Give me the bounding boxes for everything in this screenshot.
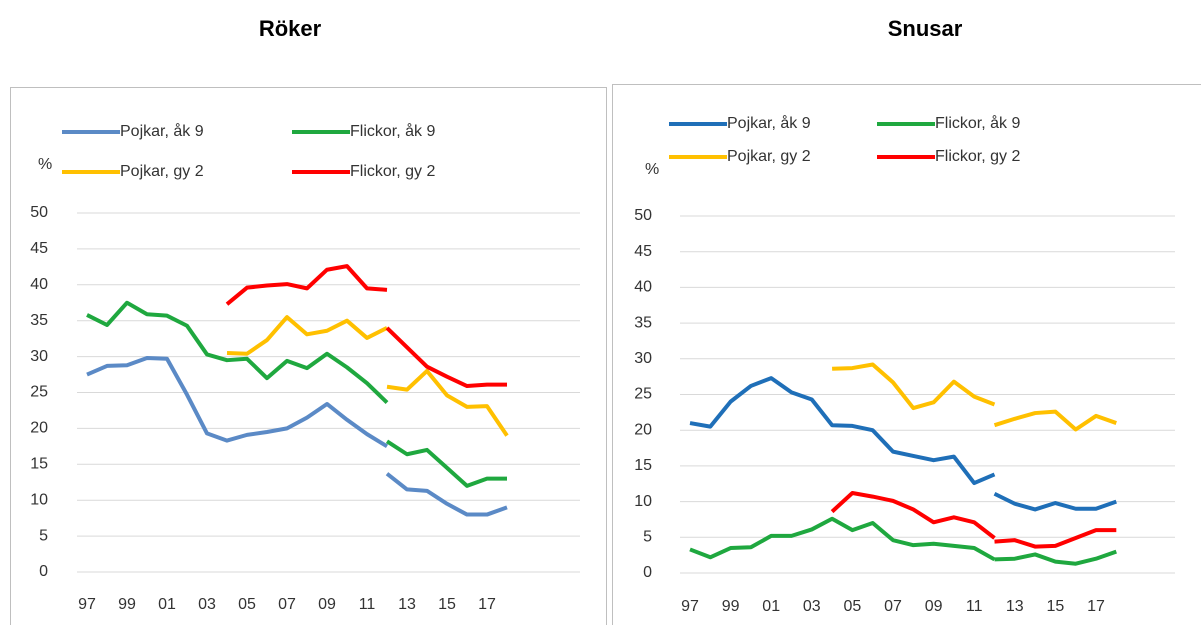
x-tick-label: 17 bbox=[478, 596, 496, 613]
x-tick-label: 05 bbox=[844, 598, 862, 615]
legend-label: Flickor, gy 2 bbox=[350, 163, 435, 180]
x-tick-label: 17 bbox=[1087, 598, 1105, 615]
y-axis-label: % bbox=[645, 161, 659, 178]
y-tick-label: 10 bbox=[30, 491, 48, 508]
x-tick-label: 09 bbox=[318, 596, 336, 613]
chart-title: Snusar bbox=[888, 16, 963, 41]
chart-frame bbox=[612, 84, 1201, 625]
x-tick-label: 15 bbox=[1047, 598, 1065, 615]
series-line bbox=[689, 516, 1117, 566]
series-line bbox=[86, 300, 507, 488]
y-tick-label: 35 bbox=[30, 312, 48, 329]
x-tick-label: 01 bbox=[762, 598, 780, 615]
y-axis-label: % bbox=[38, 156, 52, 173]
x-tick-label: 03 bbox=[198, 596, 216, 613]
y-tick-label: 0 bbox=[643, 564, 652, 581]
y-tick-label: 30 bbox=[30, 348, 48, 365]
x-tick-label: 07 bbox=[884, 598, 902, 615]
x-tick-label: 07 bbox=[278, 596, 296, 613]
legend-label: Pojkar, gy 2 bbox=[120, 163, 204, 180]
legend-label: Flickor, gy 2 bbox=[935, 148, 1020, 165]
y-tick-label: 40 bbox=[634, 279, 652, 296]
x-tick-label: 09 bbox=[925, 598, 943, 615]
y-tick-label: 35 bbox=[634, 314, 652, 331]
x-tick-label: 13 bbox=[398, 596, 416, 613]
x-tick-label: 03 bbox=[803, 598, 821, 615]
series-line bbox=[830, 491, 1117, 549]
legend-label: Flickor, åk 9 bbox=[350, 122, 435, 140]
x-tick-label: 15 bbox=[438, 596, 456, 613]
series-line bbox=[86, 356, 508, 517]
chart-frame bbox=[10, 87, 607, 625]
chart-title: Röker bbox=[259, 16, 322, 41]
series-line bbox=[689, 376, 1117, 512]
y-tick-label: 5 bbox=[39, 527, 48, 544]
x-tick-label: 97 bbox=[78, 596, 96, 613]
y-tick-label: 20 bbox=[634, 421, 652, 438]
x-tick-label: 99 bbox=[118, 596, 136, 613]
y-tick-label: 45 bbox=[634, 243, 652, 260]
x-tick-label: 01 bbox=[158, 596, 176, 613]
series-line bbox=[226, 315, 509, 437]
x-tick-label: 11 bbox=[966, 598, 983, 615]
y-tick-label: 10 bbox=[634, 493, 652, 510]
y-tick-label: 0 bbox=[39, 563, 48, 580]
y-tick-label: 15 bbox=[30, 456, 48, 473]
x-tick-label: 05 bbox=[238, 596, 256, 613]
y-tick-label: 50 bbox=[634, 207, 652, 224]
y-tick-label: 25 bbox=[30, 384, 48, 401]
y-tick-label: 40 bbox=[30, 276, 48, 293]
y-tick-label: 50 bbox=[30, 204, 48, 221]
legend-label: Flickor, åk 9 bbox=[935, 114, 1020, 132]
x-tick-label: 11 bbox=[359, 596, 376, 613]
x-tick-label: 99 bbox=[722, 598, 740, 615]
series-line bbox=[832, 362, 1117, 432]
y-tick-label: 5 bbox=[643, 529, 652, 546]
x-tick-label: 13 bbox=[1006, 598, 1024, 615]
series-line bbox=[225, 264, 507, 389]
y-tick-label: 45 bbox=[30, 240, 48, 257]
y-tick-label: 20 bbox=[30, 420, 48, 437]
y-tick-label: 30 bbox=[634, 350, 652, 367]
y-tick-label: 15 bbox=[634, 457, 652, 474]
y-tick-label: 25 bbox=[634, 386, 652, 403]
legend-label: Pojkar, gy 2 bbox=[727, 148, 811, 165]
x-tick-label: 97 bbox=[681, 598, 699, 615]
legend-label: Pojkar, åk 9 bbox=[727, 114, 811, 132]
legend-label: Pojkar, åk 9 bbox=[120, 122, 204, 140]
